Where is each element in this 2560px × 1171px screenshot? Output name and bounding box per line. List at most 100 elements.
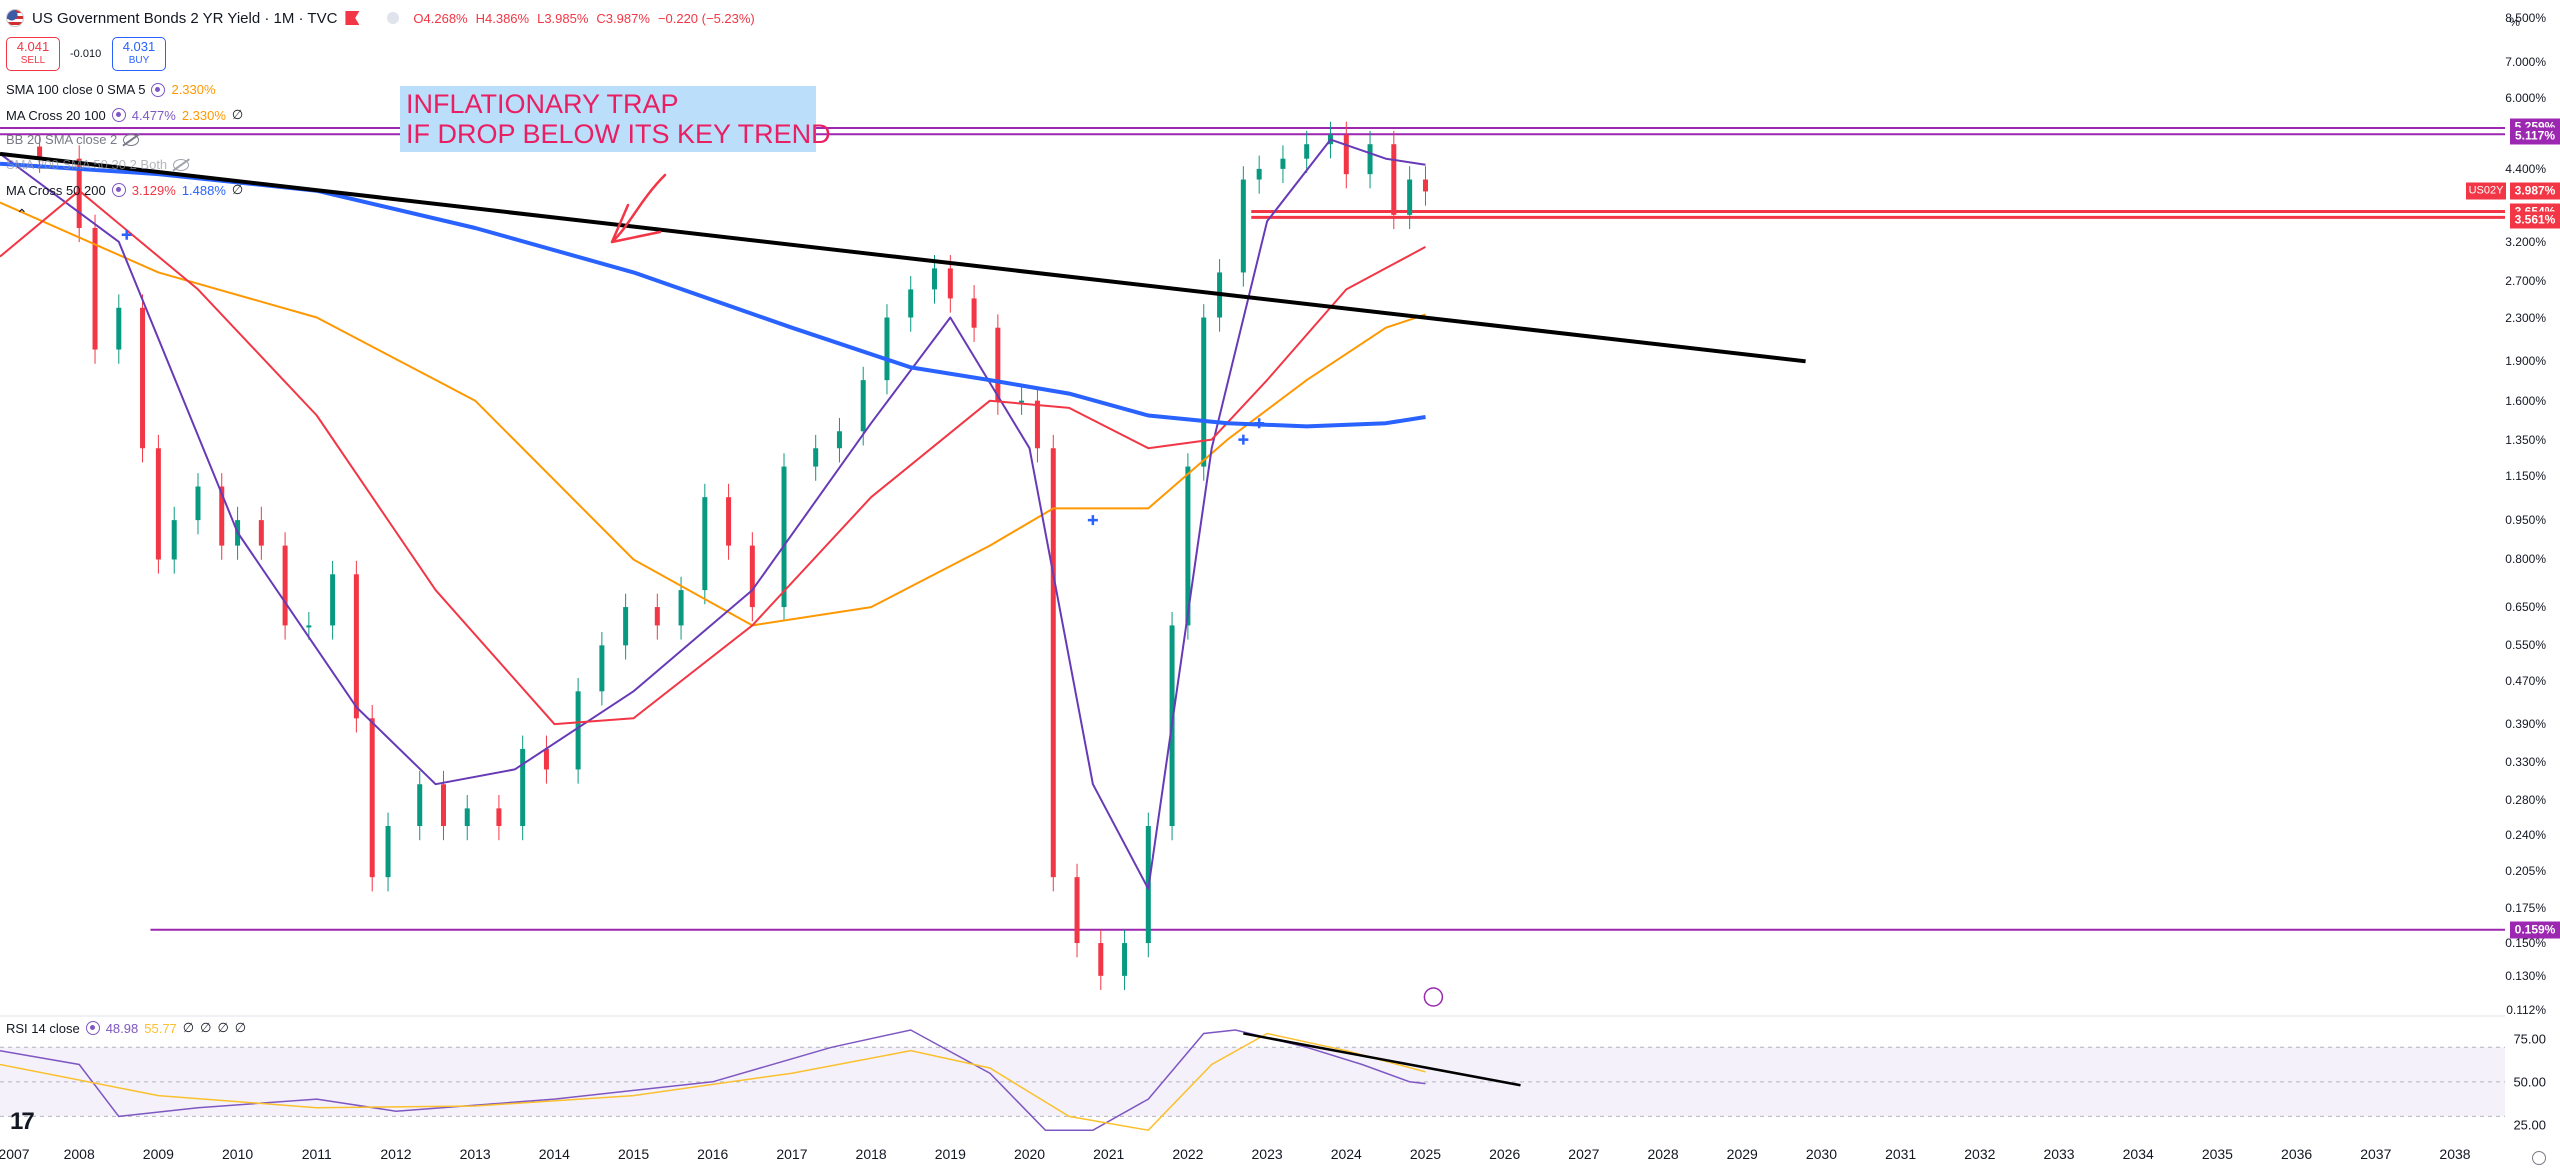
price-tick-label: 6.000%	[2505, 90, 2546, 105]
time-tick-label: 2019	[934, 1146, 966, 1162]
us-flag-icon	[6, 9, 24, 27]
price-tick-label: 4.400%	[2505, 161, 2546, 176]
price-badge: 3.987%	[2510, 182, 2560, 200]
candle-body	[1367, 144, 1373, 175]
price-tick-label: 0.950%	[2505, 513, 2546, 528]
flag-icon[interactable]	[345, 11, 360, 25]
candle-body	[1201, 317, 1207, 467]
candle-body	[726, 497, 732, 546]
sell-button[interactable]: 4.041 SELL	[6, 37, 60, 71]
collapse-icon[interactable]	[387, 12, 400, 24]
buy-button[interactable]: 4.031 BUY	[112, 37, 166, 71]
candle-body	[1256, 168, 1262, 180]
settings-icon[interactable]	[111, 108, 126, 122]
time-tick-label: 2027	[1568, 1146, 1600, 1162]
sma-200-line	[0, 161, 1426, 429]
price-tick-label: 0.150%	[2505, 936, 2546, 951]
symbol-price-badge: US02Y	[2466, 182, 2506, 200]
annotation-text-box[interactable]: INFLATIONARY TRAP IF DROP BELOW ITS KEY …	[400, 86, 831, 152]
candle-body	[1304, 144, 1310, 159]
event-icon	[1423, 987, 1444, 1007]
candle-body	[1240, 179, 1246, 273]
time-tick-label: 2012	[380, 1146, 412, 1162]
time-tick-label: 2014	[538, 1146, 570, 1162]
legend-bb[interactable]: BB 20 SMA close 2	[6, 132, 140, 147]
price-tick-label: 1.150%	[2505, 469, 2546, 484]
candle-body	[678, 590, 684, 626]
candle-body	[520, 748, 526, 827]
settings-icon[interactable]	[85, 1021, 100, 1035]
price-badge: 3.561%	[2510, 211, 2560, 229]
candle-body	[171, 520, 177, 560]
collapse-legend-icon[interactable]: ⌃	[16, 206, 28, 222]
time-tick-label: 2023	[1251, 1146, 1283, 1162]
settings-icon[interactable]	[111, 183, 126, 197]
hidden-eye-icon[interactable]	[173, 158, 190, 171]
candle-body	[931, 268, 937, 290]
candle-body	[702, 497, 708, 591]
time-tick-label: 2029	[1726, 1146, 1758, 1162]
price-tick-label: 0.130%	[2505, 968, 2546, 983]
settings-gear-icon[interactable]	[2532, 1151, 2546, 1165]
price-badge: 0.159%	[2510, 921, 2560, 939]
candle-body	[1122, 943, 1128, 976]
candle-body	[116, 307, 122, 350]
price-tick-label: 0.650%	[2505, 600, 2546, 615]
candle-body	[496, 808, 502, 827]
time-tick-label: 2035	[2201, 1146, 2233, 1162]
candle-body	[813, 448, 819, 467]
candle-body	[575, 691, 581, 770]
legend-ma-cross-20-100[interactable]: MA Cross 20 100 4.477% 2.330% ∅	[6, 107, 244, 123]
symbol-title[interactable]: US Government Bonds 2 YR Yield · 1M · TV…	[32, 9, 338, 27]
candle-body	[1407, 179, 1413, 215]
candle-body	[306, 625, 312, 628]
tradingview-logo[interactable]: 17	[10, 1108, 35, 1135]
candle-body	[1074, 877, 1080, 944]
time-tick-label: 2016	[697, 1146, 729, 1162]
candle-body	[282, 545, 288, 626]
price-tick-label: 0.330%	[2505, 755, 2546, 770]
time-tick-label: 2033	[2043, 1146, 2075, 1162]
cross-marker	[1238, 434, 1249, 445]
hidden-eye-icon[interactable]	[123, 133, 140, 146]
price-tick-label: 0.800%	[2505, 552, 2546, 567]
rsi-ma-line	[0, 1032, 1426, 1132]
candle-body	[258, 520, 264, 546]
time-tick-label: 2036	[2281, 1146, 2313, 1162]
candle-body	[440, 784, 446, 827]
candle-body	[1391, 144, 1397, 215]
candle-body	[860, 380, 866, 432]
candle-body	[155, 448, 161, 560]
price-tick-label: 0.112%	[2506, 1003, 2546, 1017]
spread-value: -0.010	[70, 48, 102, 60]
legend-ma-cross-50-200[interactable]: MA Cross 50 200 3.129% 1.488% ∅	[6, 182, 244, 198]
candle-body	[1280, 158, 1286, 169]
legend-sma100[interactable]: SMA 100 close 0 SMA 5 2.330%	[6, 82, 216, 97]
candle-body	[92, 227, 98, 350]
legend-sma200[interactable]: SMA 200 SMA 50 30 2 Both	[6, 157, 190, 172]
price-tick-label: 7.000%	[2505, 55, 2546, 70]
time-tick-label: 2026	[1489, 1146, 1521, 1162]
candle-body	[195, 486, 201, 521]
time-tick-label: 2034	[2122, 1146, 2154, 1162]
legend-rsi[interactable]: RSI 14 close 48.98 55.77 ∅ ∅ ∅ ∅	[6, 1020, 247, 1036]
candle-body	[543, 748, 549, 770]
time-tick-label: 2038	[2439, 1146, 2471, 1162]
time-tick-label: 2025	[1409, 1146, 1442, 1162]
candle-body	[947, 268, 953, 299]
candle-body	[884, 317, 890, 381]
time-tick-label: 2021	[1093, 1146, 1125, 1162]
time-tick-label: 2010	[222, 1146, 254, 1162]
candle-body	[417, 784, 423, 827]
candle-body	[781, 466, 787, 608]
time-tick-label: 2017	[776, 1146, 808, 1162]
settings-icon[interactable]	[151, 82, 166, 97]
price-badge: 5.117%	[2510, 127, 2560, 145]
cross-marker	[121, 229, 132, 240]
candle-body	[623, 607, 629, 646]
price-tick-label: 2.300%	[2505, 310, 2546, 325]
time-tick-label: 2032	[1964, 1146, 1996, 1162]
time-tick-label: 2015	[617, 1146, 650, 1162]
time-tick-label: 2037	[2360, 1146, 2392, 1162]
